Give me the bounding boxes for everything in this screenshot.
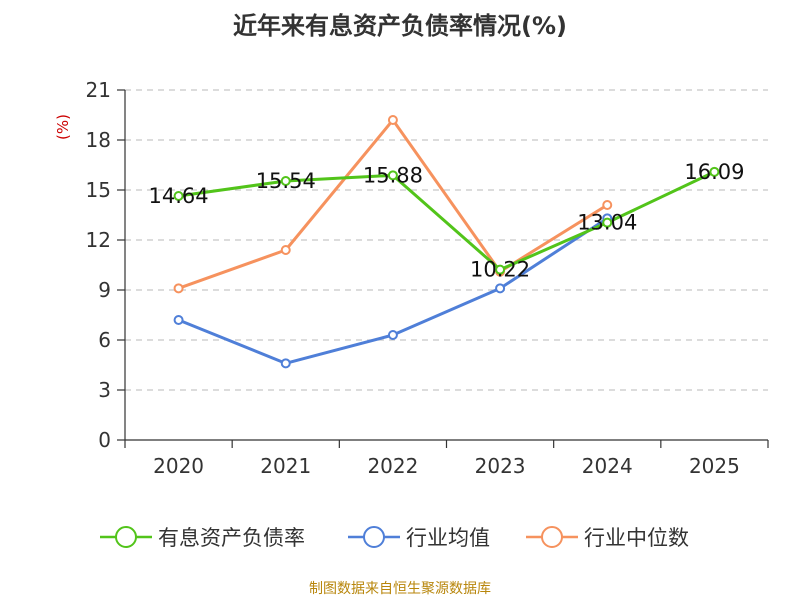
data-point bbox=[280, 358, 291, 369]
data-point bbox=[602, 200, 613, 210]
series-line bbox=[178, 118, 609, 290]
data-label: 16.09 bbox=[684, 160, 744, 184]
data-point bbox=[495, 264, 506, 275]
series-points bbox=[173, 115, 720, 369]
x-tick-label: 2021 bbox=[260, 454, 311, 478]
data-point bbox=[495, 283, 506, 294]
y-tick-label: 15 bbox=[86, 178, 111, 202]
legend-marker bbox=[541, 526, 563, 548]
x-tick-label: 2025 bbox=[689, 454, 740, 478]
y-unit-label: (%) bbox=[54, 114, 72, 140]
data-point bbox=[173, 315, 184, 325]
y-tick-label: 3 bbox=[98, 378, 111, 402]
x-tick-label: 2020 bbox=[153, 454, 204, 478]
legend: 有息资产负债率 行业均值 行业中位数 bbox=[100, 526, 689, 550]
gridlines bbox=[125, 89, 768, 391]
data-label: 14.64 bbox=[149, 184, 209, 208]
data-point bbox=[280, 176, 291, 186]
legend-marker bbox=[363, 526, 385, 548]
y-tick-label: 21 bbox=[86, 78, 111, 102]
data-point bbox=[173, 191, 184, 201]
data-point bbox=[387, 170, 398, 181]
x-tick-label: 2024 bbox=[582, 454, 633, 478]
x-tick-label: 2022 bbox=[367, 454, 418, 478]
data-label: 13.04 bbox=[577, 211, 637, 235]
data-label: 15.54 bbox=[256, 169, 316, 193]
series-line bbox=[178, 170, 716, 272]
data-point bbox=[173, 283, 184, 294]
data-label: 10.22 bbox=[470, 258, 530, 282]
y-tick-label: 6 bbox=[98, 328, 111, 352]
x-tick-label: 2023 bbox=[475, 454, 526, 478]
data-point bbox=[387, 330, 398, 340]
series-lines bbox=[178, 118, 716, 365]
legend-label: 行业均值 bbox=[406, 526, 490, 550]
data-point bbox=[387, 115, 398, 125]
legend-label: 有息资产负债率 bbox=[158, 526, 305, 550]
y-tick-label: 12 bbox=[86, 228, 111, 252]
data-labels: 14.64 15.54 15.88 10.22 13.04 16.09 bbox=[149, 160, 745, 282]
y-tick-label: 9 bbox=[98, 278, 111, 302]
y-tick-label: 0 bbox=[98, 428, 111, 452]
axes: 0 3 6 9 12 15 18 21 2020 2021 2022 2023 2024 2025 bbox=[86, 78, 769, 478]
legend-label: 行业中位数 bbox=[584, 526, 689, 550]
y-tick-label: 18 bbox=[86, 128, 111, 152]
legend-marker bbox=[115, 526, 137, 548]
chart-title: 近年来有息资产负债率情况(%) bbox=[233, 12, 567, 40]
data-source: 制图数据来自恒生聚源数据库 bbox=[309, 581, 491, 597]
data-point bbox=[602, 217, 613, 228]
data-label: 15.88 bbox=[363, 163, 423, 187]
data-point bbox=[280, 245, 291, 255]
data-point bbox=[709, 166, 720, 177]
